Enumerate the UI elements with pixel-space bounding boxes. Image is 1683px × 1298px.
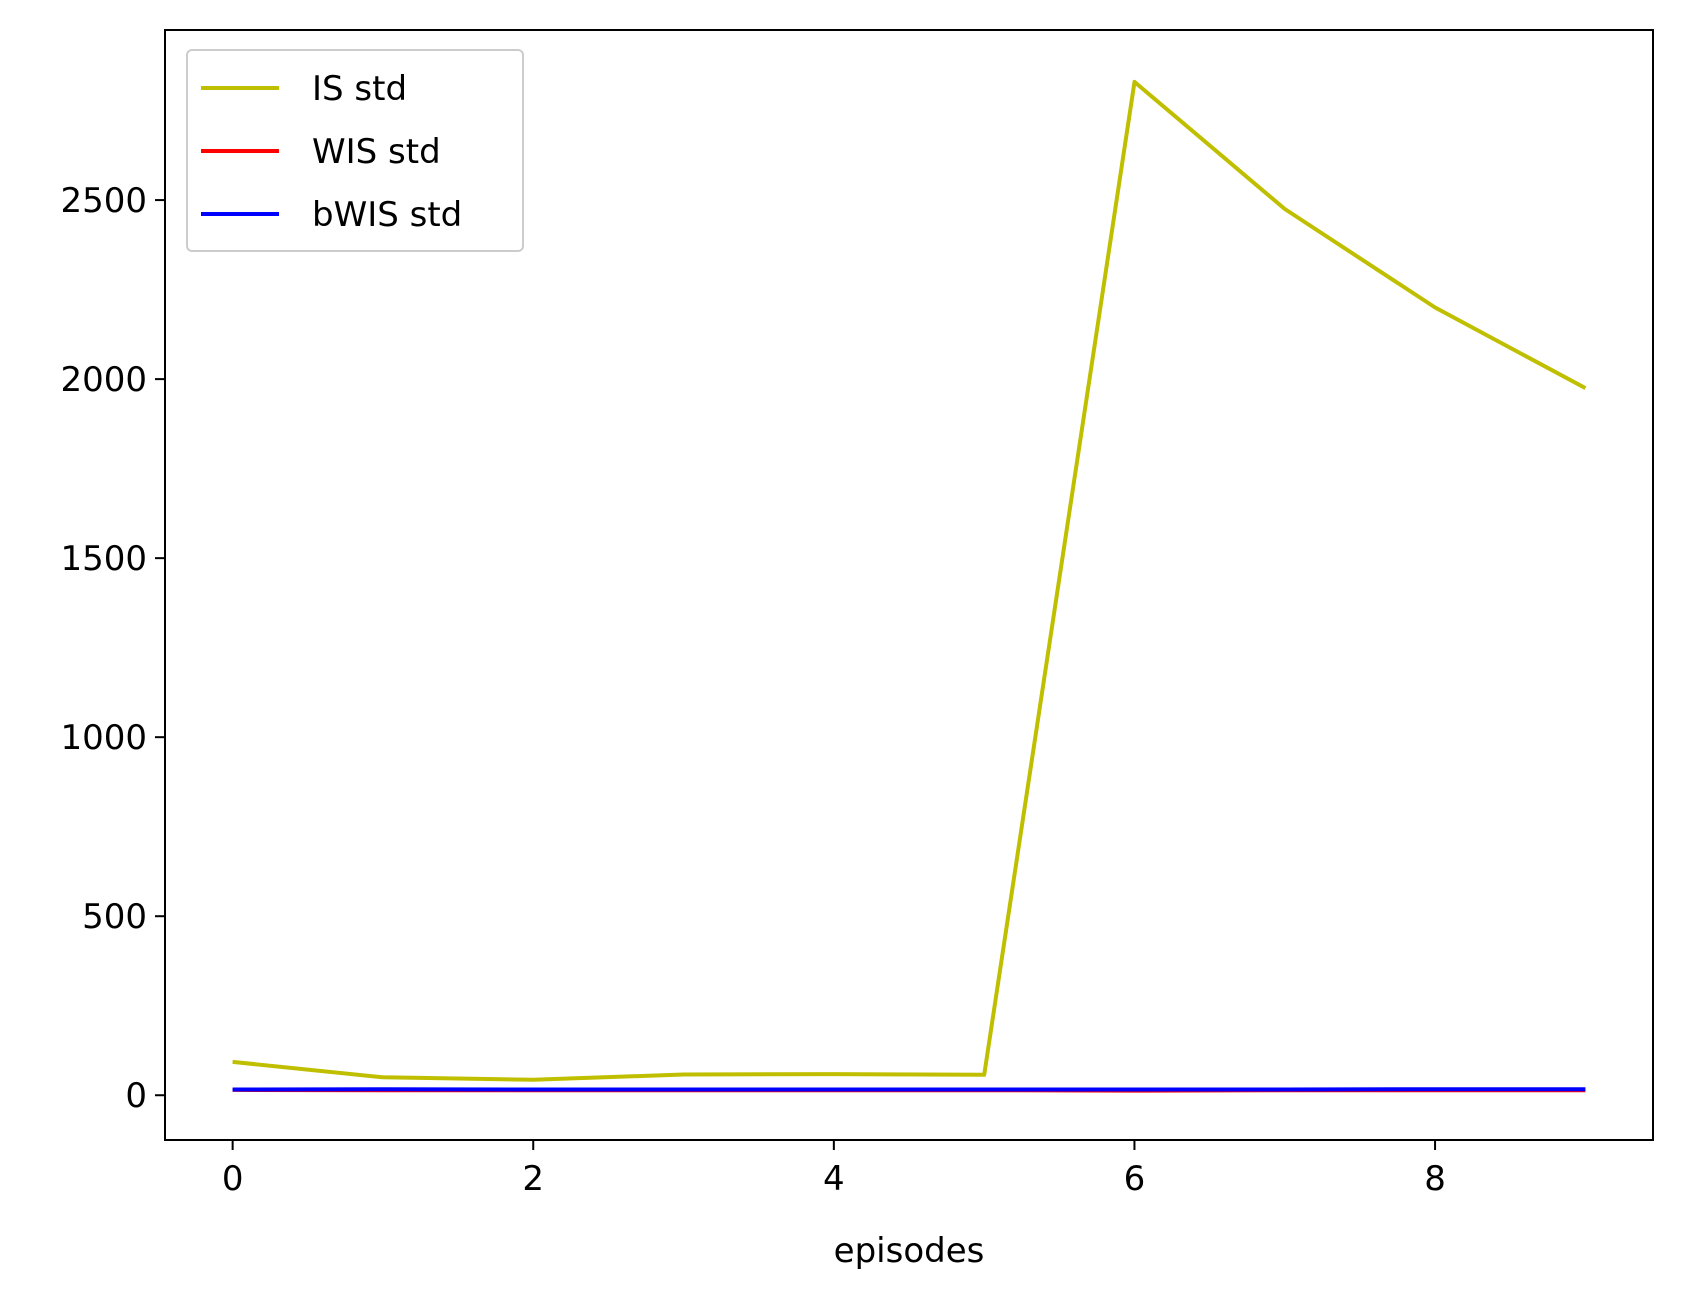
y-tick-label: 1000 (60, 718, 147, 758)
series-line-0 (232, 79, 1587, 1082)
x-tick-label: 8 (1424, 1159, 1446, 1199)
x-tick-label: 6 (1124, 1159, 1146, 1199)
y-tick-label: 2000 (60, 360, 147, 400)
legend: IS std WIS std bWIS std (186, 49, 524, 252)
x-tick-label: 4 (823, 1159, 845, 1199)
legend-items: IS std WIS std bWIS std (201, 69, 462, 235)
ticks-layer: 0 2 4 6 8 0 500 1000 1500 2000 2500 (60, 181, 1445, 1199)
x-tick-label: 0 (222, 1159, 244, 1199)
y-tick-label: 2500 (60, 181, 147, 221)
series-layer (232, 79, 1587, 1093)
legend-box (186, 49, 524, 252)
y-tick-label: 1500 (60, 539, 147, 579)
y-tick-label: 500 (82, 897, 147, 937)
y-tick-label: 0 (125, 1076, 147, 1116)
legend-label-1: WIS std (312, 132, 441, 172)
x-tick-label: 2 (522, 1159, 544, 1199)
legend-label-2: bWIS std (312, 195, 462, 235)
legend-label-0: IS std (312, 69, 407, 109)
x-axis-label: episodes (834, 1231, 985, 1271)
plot-frame (164, 29, 1654, 1141)
